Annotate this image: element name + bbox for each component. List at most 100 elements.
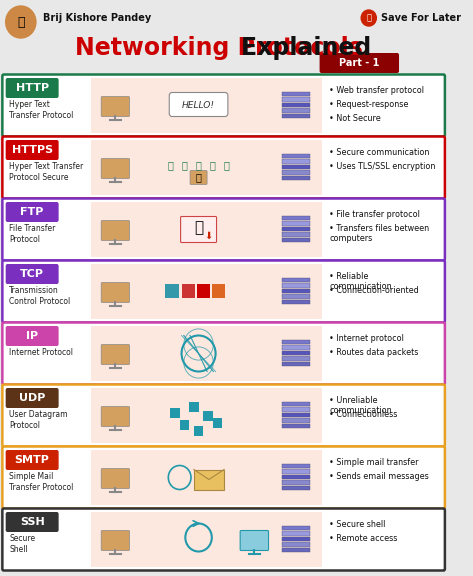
FancyBboxPatch shape [282,113,310,118]
FancyBboxPatch shape [2,260,445,323]
FancyBboxPatch shape [282,294,310,298]
Text: UDP: UDP [19,393,45,403]
FancyBboxPatch shape [282,401,310,406]
Text: Internet Protocol: Internet Protocol [9,348,73,357]
Text: • Connectionless: • Connectionless [329,410,397,419]
FancyBboxPatch shape [282,300,310,304]
Text: 👤: 👤 [17,16,25,28]
FancyBboxPatch shape [282,165,310,169]
Text: Hyper Text Transfer
Protocol Secure: Hyper Text Transfer Protocol Secure [9,162,84,182]
Text: 🛡: 🛡 [210,161,216,170]
FancyBboxPatch shape [282,548,310,552]
Text: 🔒: 🔒 [196,172,201,183]
Text: Simple Mail
Transfer Protocol: Simple Mail Transfer Protocol [9,472,74,492]
FancyBboxPatch shape [282,362,310,366]
FancyBboxPatch shape [6,264,59,284]
FancyBboxPatch shape [282,103,310,107]
Text: 🛡: 🛡 [224,161,230,170]
Text: • Web transfer protocol: • Web transfer protocol [329,86,424,95]
FancyBboxPatch shape [91,140,323,195]
FancyBboxPatch shape [282,226,310,231]
Text: Brij Kishore Pandey: Brij Kishore Pandey [43,13,151,23]
FancyBboxPatch shape [2,74,445,137]
FancyBboxPatch shape [282,464,310,468]
FancyBboxPatch shape [6,450,59,470]
Text: 🛡: 🛡 [167,161,173,170]
Text: • Uses TLS/SSL encryption: • Uses TLS/SSL encryption [329,162,436,171]
Text: • Connection-oriented: • Connection-oriented [329,286,419,295]
FancyBboxPatch shape [190,170,207,184]
FancyBboxPatch shape [6,326,59,346]
FancyBboxPatch shape [2,323,445,385]
Text: Secure
Shell: Secure Shell [9,534,35,554]
FancyBboxPatch shape [101,97,130,116]
Text: ⬇: ⬇ [204,230,212,241]
Text: • Secure shell: • Secure shell [329,520,385,529]
FancyBboxPatch shape [2,446,445,509]
FancyBboxPatch shape [282,176,310,180]
FancyBboxPatch shape [194,469,224,490]
Text: HTTPS: HTTPS [11,145,53,155]
Text: Transmission
Control Protocol: Transmission Control Protocol [9,286,70,306]
FancyBboxPatch shape [282,92,310,96]
Bar [189,401,199,411]
Bar [182,283,195,297]
Text: File Transfer
Protocol: File Transfer Protocol [9,224,56,244]
FancyBboxPatch shape [282,278,310,282]
Text: • Reliable
communication: • Reliable communication [329,272,392,291]
FancyBboxPatch shape [5,387,90,444]
FancyBboxPatch shape [91,326,323,381]
FancyBboxPatch shape [5,263,90,320]
FancyBboxPatch shape [282,232,310,237]
FancyBboxPatch shape [91,78,323,133]
Bar [203,411,213,420]
Circle shape [6,6,36,38]
FancyBboxPatch shape [91,202,323,257]
Text: • Not Secure: • Not Secure [329,114,381,123]
Text: FTP: FTP [20,207,44,217]
Text: 🛡: 🛡 [196,161,201,170]
Text: SSH: SSH [20,517,44,527]
Bar [180,419,189,430]
FancyBboxPatch shape [5,325,90,382]
FancyBboxPatch shape [282,345,310,350]
FancyBboxPatch shape [101,158,130,179]
FancyBboxPatch shape [282,423,310,428]
FancyBboxPatch shape [282,159,310,164]
FancyBboxPatch shape [282,469,310,473]
FancyBboxPatch shape [101,282,130,302]
Text: 📄: 📄 [194,220,203,235]
FancyBboxPatch shape [6,202,59,222]
FancyBboxPatch shape [5,201,90,258]
Text: HELLO!: HELLO! [182,101,215,110]
FancyBboxPatch shape [282,108,310,112]
FancyBboxPatch shape [6,388,59,408]
Text: • Simple mail transfer: • Simple mail transfer [329,458,419,467]
Text: • Sends email messages: • Sends email messages [329,472,429,481]
FancyBboxPatch shape [6,512,59,532]
Bar [166,283,179,297]
Circle shape [361,10,377,26]
Text: • Transfers files between
computers: • Transfers files between computers [329,224,429,244]
FancyBboxPatch shape [282,486,310,490]
FancyBboxPatch shape [101,468,130,488]
FancyBboxPatch shape [282,339,310,344]
FancyBboxPatch shape [5,449,90,506]
FancyBboxPatch shape [2,385,445,446]
Text: IP: IP [26,331,38,341]
FancyBboxPatch shape [282,153,310,158]
Bar [213,418,222,427]
FancyBboxPatch shape [169,93,228,116]
FancyBboxPatch shape [282,536,310,541]
Bar [197,283,210,297]
FancyBboxPatch shape [91,450,323,505]
Text: • Internet protocol: • Internet protocol [329,334,404,343]
Text: User Datagram
Protocol: User Datagram Protocol [9,410,68,430]
Bar [170,407,180,418]
FancyBboxPatch shape [6,78,59,98]
FancyBboxPatch shape [282,418,310,423]
FancyBboxPatch shape [181,217,217,242]
FancyBboxPatch shape [282,221,310,225]
Text: TCP: TCP [20,269,44,279]
FancyBboxPatch shape [91,512,323,567]
